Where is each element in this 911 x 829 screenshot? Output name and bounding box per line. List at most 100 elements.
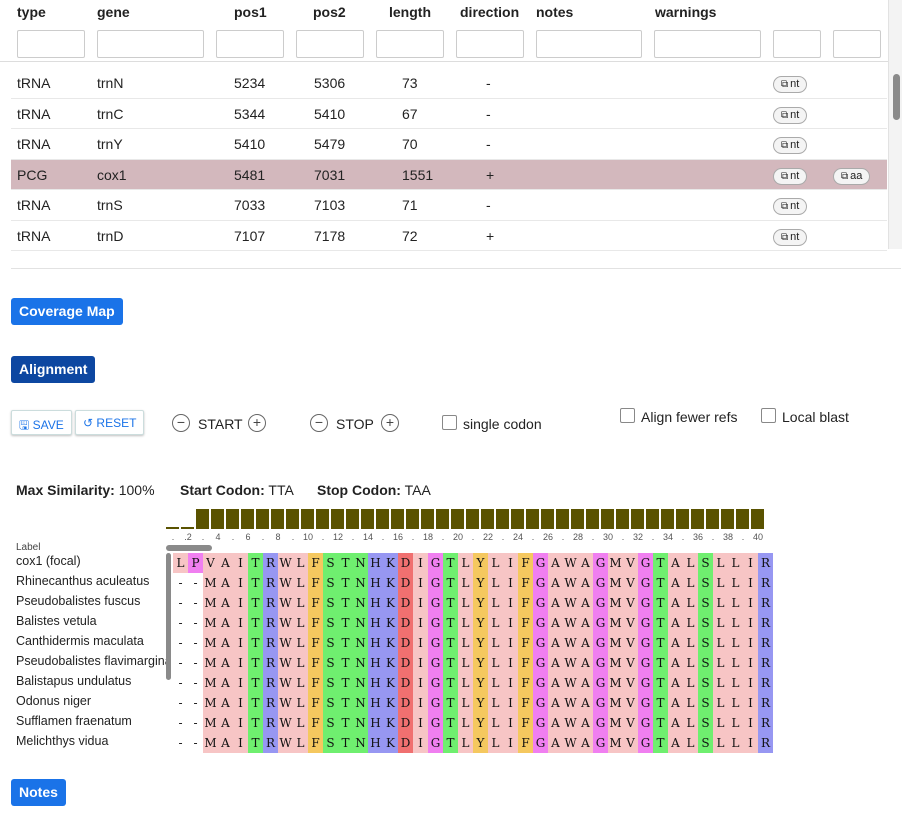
sequence-label[interactable]: Pseudobalistes flavimarginatus (16, 654, 166, 668)
col-header-pos2[interactable]: pos2 (313, 4, 346, 20)
residue: I (233, 573, 248, 593)
filter-pos1-input[interactable] (216, 30, 284, 58)
sequence-label[interactable]: Sufflamen fraenatum (16, 714, 132, 728)
filter-direction-input[interactable] (456, 30, 524, 58)
filter-aa-input[interactable] (833, 30, 881, 58)
col-header-type[interactable]: type (17, 4, 46, 20)
residue: N (353, 633, 368, 653)
residue: M (203, 733, 218, 753)
similarity-bar (286, 509, 299, 529)
table-row[interactable]: tRNA trnD 7107 7178 72 + ⧉ nt (11, 221, 887, 251)
residue: S (323, 653, 338, 673)
filter-gene-input[interactable] (97, 30, 204, 58)
copy-nt-button[interactable]: ⧉ nt (773, 106, 808, 124)
single-codon-checkbox[interactable] (442, 415, 457, 430)
copy-aa-button[interactable]: ⧉ aa (833, 167, 871, 185)
table-row[interactable]: tRNA trnS 7033 7103 71 - ⧉ nt (11, 190, 887, 221)
residue: S (323, 733, 338, 753)
sequence-label[interactable]: Canthidermis maculata (16, 634, 144, 648)
residue: L (458, 673, 473, 693)
residue: T (653, 593, 668, 613)
col-header-direction[interactable]: direction (460, 4, 520, 20)
labels-scrollbar-thumb[interactable] (166, 553, 171, 680)
residue: L (293, 713, 308, 733)
filter-notes-input[interactable] (536, 30, 642, 58)
residue: R (263, 733, 278, 753)
col-header-warnings[interactable]: warnings (655, 4, 717, 20)
residue: N (353, 553, 368, 573)
tick-label: 32 (632, 532, 643, 542)
sequence-label[interactable]: Melichthys vidua (16, 734, 109, 748)
stop-plus-button[interactable]: + (381, 414, 399, 432)
sequence-label[interactable]: cox1 (focal) (16, 554, 81, 568)
residue: W (278, 693, 293, 713)
copy-nt-button[interactable]: ⧉ nt (773, 228, 808, 246)
start-plus-button[interactable]: + (248, 414, 266, 432)
col-header-gene[interactable]: gene (97, 4, 130, 20)
col-header-length[interactable]: length (389, 4, 431, 20)
residue: A (578, 733, 593, 753)
col-header-pos1[interactable]: pos1 (234, 4, 267, 20)
table-row[interactable]: tRNA trnN 5234 5306 73 - ⧉ nt (11, 68, 887, 99)
filter-warnings-input[interactable] (654, 30, 761, 58)
copy-nt-button[interactable]: ⧉ nt (773, 167, 808, 185)
similarity-bar (361, 509, 374, 529)
residue: S (323, 713, 338, 733)
sequence-label[interactable]: Balistapus undulatus (16, 674, 132, 688)
notes-button[interactable]: Notes (11, 779, 66, 806)
residue: N (353, 613, 368, 633)
residue: A (668, 673, 683, 693)
sequence-label[interactable]: Balistes vetula (16, 614, 97, 628)
similarity-bar (751, 509, 764, 529)
coverage-map-button[interactable]: Coverage Map (11, 298, 123, 325)
table-row[interactable]: PCG cox1 5481 7031 1551 + ⧉ nt ⧉ aa (11, 159, 887, 190)
table-scrollbar-thumb[interactable] (893, 74, 900, 120)
similarity-bar (196, 509, 209, 529)
residue: G (533, 613, 548, 633)
residue: L (488, 693, 503, 713)
save-button[interactable]: 🖫 SAVE (11, 410, 72, 435)
similarity-bar (556, 509, 569, 529)
align-fewer-refs-checkbox[interactable] (620, 408, 635, 423)
sequence-label[interactable]: Odonus niger (16, 694, 92, 708)
residue: F (518, 613, 533, 633)
residue: S (323, 633, 338, 653)
similarity-bar (421, 509, 434, 529)
residue: S (698, 733, 713, 753)
cell-pos2: 5410 (314, 105, 346, 122)
table-row[interactable]: tRNA trnC 5344 5410 67 - ⧉ nt (11, 99, 887, 129)
residue: - (188, 593, 203, 613)
alignment-button[interactable]: Alignment (11, 356, 96, 383)
residue: G (593, 653, 608, 673)
local-blast-label: Local blast (782, 409, 849, 425)
residue: W (563, 653, 578, 673)
residue: - (173, 733, 188, 753)
similarity-bar (691, 509, 704, 529)
residue: R (758, 733, 773, 753)
copy-nt-button[interactable]: ⧉ nt (773, 76, 808, 93)
filter-pos2-input[interactable] (296, 30, 364, 58)
residue: H (368, 553, 383, 573)
reset-button[interactable]: ↺ RESET (75, 410, 145, 435)
copy-nt-button[interactable]: ⧉ nt (773, 137, 808, 154)
sequence-label[interactable]: Pseudobalistes fuscus (16, 594, 141, 608)
local-blast-checkbox[interactable] (761, 408, 776, 423)
filter-length-input[interactable] (376, 30, 444, 58)
stop-minus-button[interactable]: − (310, 414, 328, 432)
filter-type-input[interactable] (17, 30, 85, 58)
copy-nt-button[interactable]: ⧉ nt (773, 198, 808, 215)
col-header-notes[interactable]: notes (536, 4, 574, 20)
table-scrollbar[interactable] (888, 0, 902, 249)
residue: A (668, 553, 683, 573)
similarity-bar (331, 509, 344, 529)
alignment-hscroll-thumb[interactable] (166, 545, 212, 551)
filter-nt-input[interactable] (773, 30, 821, 58)
start-minus-button[interactable]: − (172, 414, 190, 432)
similarity-bar (346, 509, 359, 529)
tick-label: . (231, 532, 235, 542)
residue: K (383, 573, 398, 593)
residue: F (308, 733, 323, 753)
table-row[interactable]: tRNA trnY 5410 5479 70 - ⧉ nt (11, 129, 887, 160)
residue: L (713, 553, 728, 573)
sequence-label[interactable]: Rhinecanthus aculeatus (16, 574, 150, 588)
